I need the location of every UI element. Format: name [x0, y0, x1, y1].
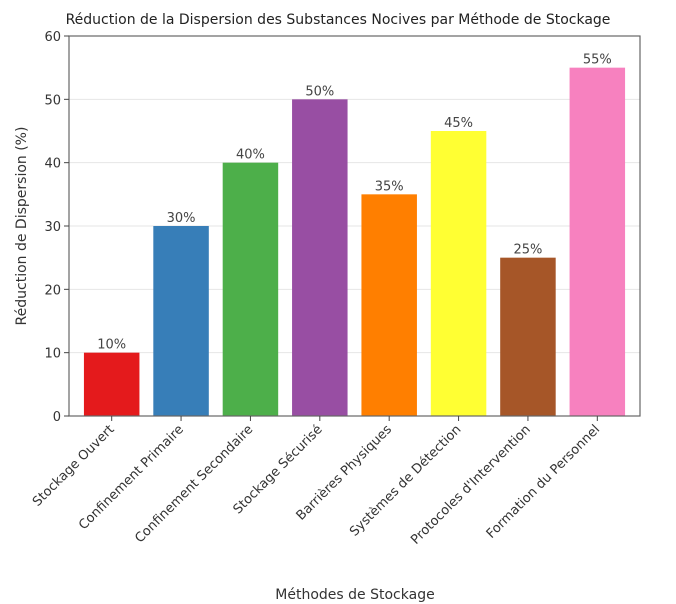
- y-tick-label: 60: [44, 30, 61, 45]
- x-tick-label: Formation du Personnel: [484, 422, 603, 541]
- chart-title: Réduction de la Dispersion des Substance…: [66, 12, 611, 28]
- bar-labels: 10% 30% 40% 50% 35% 45% 25% 55%: [97, 53, 612, 353]
- x-tick-label: Systèmes de Détection: [347, 422, 464, 539]
- y-tick-label: 20: [44, 283, 61, 298]
- bar: [222, 162, 279, 416]
- bar: [361, 194, 417, 416]
- bar: [569, 67, 626, 417]
- bar-value-label: 40%: [236, 148, 265, 163]
- bars: [83, 67, 626, 417]
- bar-value-label: 35%: [375, 179, 404, 194]
- y-tick-label: 10: [44, 347, 61, 362]
- bar-value-label: 50%: [305, 84, 334, 99]
- bar-value-label: 30%: [167, 211, 196, 226]
- bar: [292, 99, 348, 416]
- bar-value-label: 25%: [513, 243, 542, 258]
- y-tick-label: 50: [44, 93, 61, 108]
- y-tick-label: 40: [44, 157, 61, 172]
- bar: [153, 226, 209, 416]
- y-axis-label: Réduction de Dispersion (%): [14, 127, 30, 326]
- bar: [500, 257, 556, 416]
- y-tick-label: 0: [53, 410, 61, 425]
- y-tick-label: 30: [44, 220, 61, 235]
- y-axis-ticks: 0 10 20 30 40 50 60: [44, 30, 69, 425]
- bar-value-label: 55%: [583, 53, 612, 68]
- bar: [83, 352, 140, 416]
- bar-value-label: 45%: [444, 116, 473, 131]
- x-axis-label: Méthodes de Stockage: [275, 587, 434, 603]
- x-tick-label: Confinement Secondaire: [132, 422, 256, 546]
- bar-value-label: 10%: [97, 338, 126, 353]
- bar: [430, 131, 487, 416]
- x-tick-label: Protocoles d'Intervention: [408, 422, 533, 547]
